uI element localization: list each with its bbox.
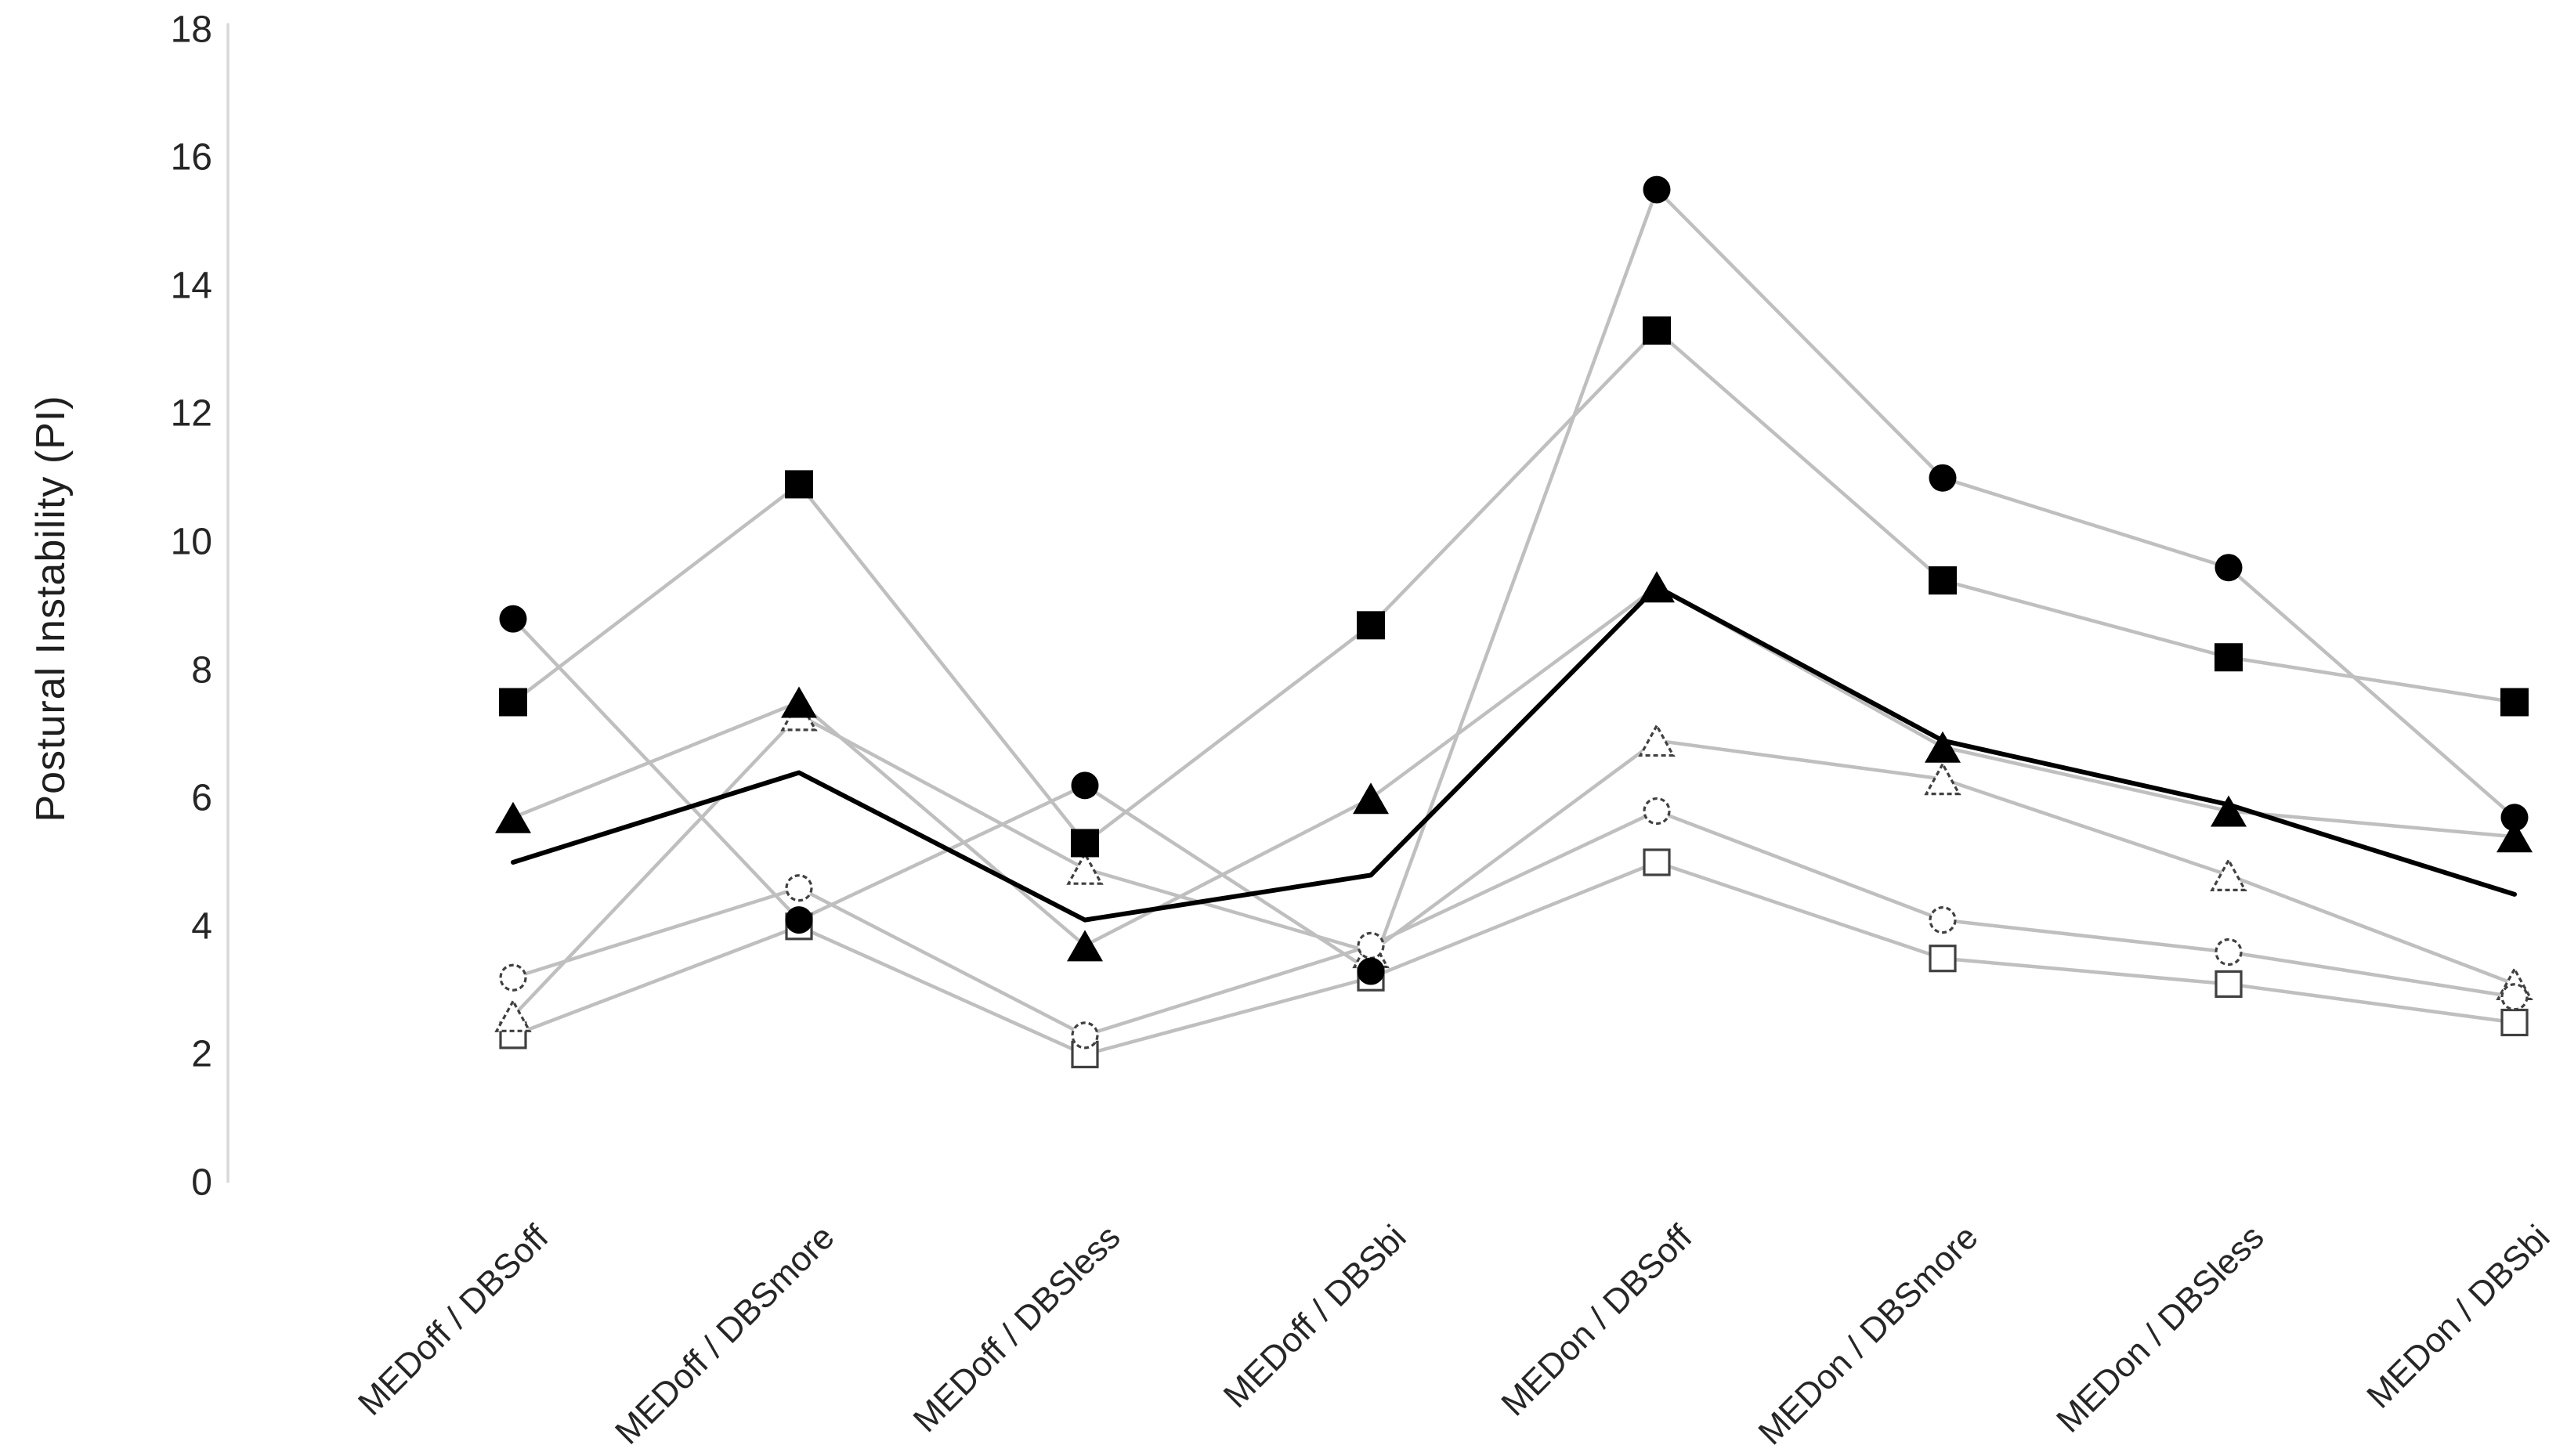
y-tick-label-0: 0 — [191, 1162, 212, 1204]
open-circle-marker — [1357, 931, 1385, 959]
open-square-marker — [1929, 945, 1957, 973]
subject-open-circle-path — [511, 809, 2517, 1038]
filled-triangle-marker — [495, 801, 531, 833]
filled-triangle-marker — [1639, 571, 1675, 603]
filled-circle-marker — [2500, 804, 2529, 832]
filled-square-marker — [1071, 829, 1099, 858]
y-tick-label-16: 16 — [170, 136, 212, 179]
y-tick-label-4: 4 — [191, 905, 212, 948]
open-triangle-marker — [1066, 851, 1104, 885]
subject-filled-square-path — [511, 328, 2517, 845]
y-tick-label-14: 14 — [170, 265, 212, 307]
filled-triangle-marker — [2496, 821, 2533, 853]
subject-filled-circle-path — [511, 187, 2517, 974]
subject-open-triangle-path — [511, 713, 2517, 1018]
group-mean-line-path — [511, 584, 2517, 923]
subject-open-square-path — [511, 860, 2517, 1057]
filled-circle-marker — [1357, 957, 1385, 985]
filled-circle-marker — [1929, 464, 1957, 492]
filled-square-marker — [1929, 566, 1957, 595]
open-triangle-marker — [1924, 761, 1961, 796]
open-circle-marker — [1071, 1021, 1099, 1050]
open-circle-marker — [2214, 938, 2243, 966]
y-tick-label-8: 8 — [191, 649, 212, 692]
filled-square-marker — [785, 470, 813, 499]
filled-triangle-marker — [2211, 795, 2247, 827]
open-square-marker — [2214, 970, 2243, 999]
filled-circle-marker — [499, 605, 527, 633]
y-tick-label-6: 6 — [191, 777, 212, 819]
y-tick-label-12: 12 — [170, 392, 212, 435]
filled-circle-marker — [1643, 175, 1671, 204]
open-triangle-marker — [2210, 858, 2247, 891]
filled-square-marker — [1643, 316, 1671, 345]
filled-square-marker — [2214, 643, 2243, 672]
y-tick-label-18: 18 — [170, 9, 212, 51]
open-circle-marker — [785, 874, 813, 902]
subject-filled-triangle-path — [511, 585, 2517, 948]
open-triangle-marker — [1638, 723, 1676, 757]
filled-square-marker — [1357, 611, 1385, 640]
open-square-marker — [1643, 848, 1671, 876]
open-circle-marker — [1643, 797, 1671, 826]
filled-triangle-marker — [1925, 731, 1961, 763]
filled-circle-marker — [2214, 554, 2243, 582]
filled-square-marker — [2500, 688, 2529, 717]
filled-circle-marker — [785, 906, 813, 934]
filled-triangle-marker — [1067, 930, 1103, 962]
y-tick-label-10: 10 — [170, 521, 212, 563]
filled-circle-marker — [1071, 771, 1099, 800]
open-circle-marker — [2500, 983, 2529, 1011]
open-circle-marker — [1929, 906, 1957, 934]
open-triangle-marker — [494, 999, 532, 1032]
filled-triangle-marker — [1353, 782, 1389, 815]
filled-square-marker — [499, 688, 527, 717]
open-circle-marker — [499, 963, 527, 992]
filled-triangle-marker — [781, 686, 817, 718]
y-tick-label-2: 2 — [191, 1033, 212, 1075]
open-square-marker — [2500, 1008, 2529, 1037]
